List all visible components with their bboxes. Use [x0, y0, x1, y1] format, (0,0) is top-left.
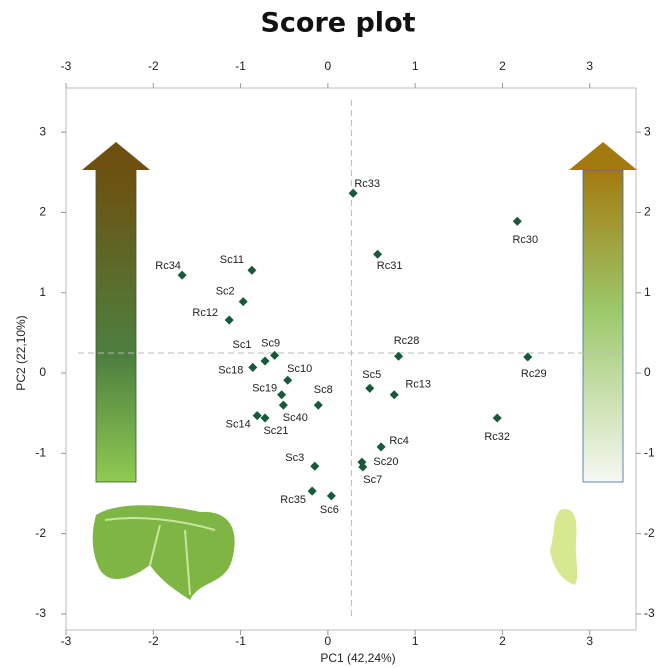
- x-tick-label: 1: [412, 634, 419, 648]
- point-label: Sc14: [226, 419, 251, 431]
- point-label: Sc21: [263, 425, 288, 437]
- y-tick-label-right: -1: [644, 446, 655, 460]
- point-label: Sc11: [220, 254, 244, 266]
- point: [260, 356, 270, 366]
- point: [247, 265, 257, 275]
- x-tick-label: 3: [586, 634, 593, 648]
- y-tick-label-right: -2: [644, 526, 655, 540]
- point: [523, 352, 533, 362]
- x-tick-label-top: -1: [235, 59, 246, 73]
- point: [365, 383, 375, 393]
- chart-title: Score plot: [260, 8, 415, 39]
- point: [238, 297, 248, 307]
- right-arrow: [569, 142, 637, 483]
- point-label: Sc2: [216, 285, 235, 297]
- point: [224, 315, 234, 325]
- y-tick-label: -2: [35, 526, 46, 540]
- point: [283, 375, 293, 385]
- y-tick-label: 1: [39, 285, 46, 299]
- point-label: Rc13: [405, 379, 431, 391]
- point-label: Rc32: [484, 431, 510, 443]
- x-tick-label: 2: [499, 634, 506, 648]
- point-label: Sc19: [252, 383, 277, 395]
- lettuce-image: [92, 505, 578, 600]
- point: [389, 390, 399, 400]
- point-label: Sc6: [320, 504, 339, 516]
- point: [260, 413, 270, 423]
- point-label: Sc3: [285, 452, 304, 464]
- y-tick-label-right: 3: [644, 124, 651, 138]
- point-label: Rc12: [192, 307, 218, 319]
- point: [373, 249, 383, 259]
- point-label: Sc1: [233, 339, 252, 351]
- x-tick-label-top: 0: [325, 59, 332, 73]
- y-tick-label-right: 1: [644, 285, 651, 299]
- y-tick-label: -3: [35, 606, 46, 620]
- point-label: Sc8: [314, 384, 333, 396]
- point-label: Sc20: [373, 456, 398, 468]
- point: [248, 362, 258, 372]
- y-tick-label-right: 0: [644, 365, 651, 379]
- point-label: Sc9: [261, 337, 280, 349]
- point-label: Rc34: [155, 260, 181, 272]
- x-tick-label-top: 1: [412, 59, 419, 73]
- y-tick-label: 3: [39, 124, 46, 138]
- point: [376, 442, 386, 452]
- plot-frame: [65, 87, 637, 631]
- point: [278, 400, 288, 410]
- point-label: Rc29: [521, 368, 547, 380]
- point-label: Sc7: [363, 474, 382, 486]
- x-tick-label: 0: [325, 634, 332, 648]
- x-tick-label: -3: [61, 634, 72, 648]
- point-label: Rc33: [354, 178, 380, 190]
- point-label: Sc18: [218, 364, 243, 376]
- point: [512, 216, 522, 226]
- point-label: Rc4: [389, 435, 409, 447]
- y-axis-title: PC2 (22,10%): [14, 315, 28, 390]
- point-label: Rc30: [512, 234, 538, 246]
- x-tick-label: -2: [148, 634, 159, 648]
- x-tick-label-top: 3: [586, 59, 593, 73]
- point: [307, 486, 317, 496]
- point: [313, 400, 323, 410]
- point: [277, 390, 287, 400]
- point: [252, 411, 262, 421]
- x-axis-title: PC1 (42,24%): [320, 651, 395, 665]
- point: [492, 413, 502, 423]
- y-tick-label: 0: [39, 365, 46, 379]
- y-tick-label-right: -3: [644, 606, 655, 620]
- y-tick-label: 2: [39, 205, 46, 219]
- point-label: Sc10: [287, 363, 312, 375]
- point: [326, 491, 336, 501]
- point: [177, 270, 187, 280]
- x-tick-label: -1: [235, 634, 246, 648]
- y-tick-label: -1: [35, 446, 46, 460]
- x-tick-label-top: -2: [148, 59, 159, 73]
- point-label: Rc31: [377, 260, 403, 272]
- y-tick-label-right: 2: [644, 205, 651, 219]
- point-label: Rc28: [394, 335, 420, 347]
- x-tick-label-top: 2: [499, 59, 506, 73]
- left-arrow: [82, 142, 150, 483]
- point-label: Sc5: [362, 369, 381, 381]
- point-label: Rc35: [280, 494, 306, 506]
- point-label: Sc40: [283, 412, 308, 424]
- point: [310, 461, 320, 471]
- x-tick-label-top: -3: [61, 59, 72, 73]
- point: [270, 350, 280, 360]
